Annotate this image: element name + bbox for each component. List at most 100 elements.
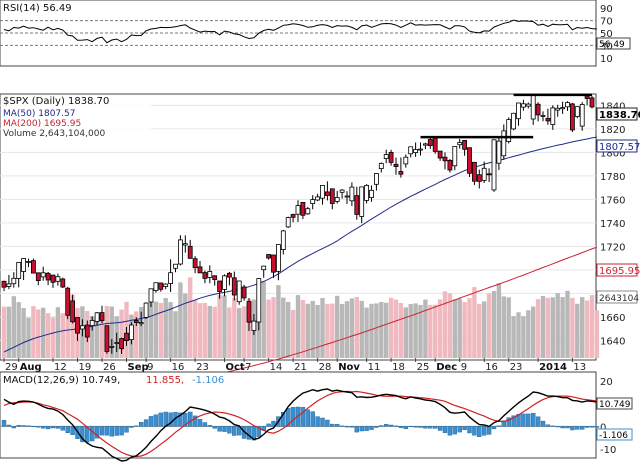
- x-tick-label: Nov: [338, 362, 360, 373]
- candle-body: [418, 148, 423, 151]
- macd-hist-bar: [109, 426, 115, 437]
- legend-bg: [1, 95, 151, 135]
- candle-body: [373, 173, 379, 185]
- candle-body: [388, 151, 394, 163]
- x-tick-label: 7: [245, 362, 251, 373]
- macd-y-axis: 20100-10: [600, 377, 616, 456]
- candle-body: [173, 263, 178, 269]
- price-legend: $SPX (Daily) 1838.70 MA(50) 1807.57 MA(2…: [1, 95, 151, 139]
- volume-bar: [550, 297, 555, 358]
- candle-body: [521, 103, 526, 108]
- volume-bar: [526, 310, 531, 358]
- x-tick-label: Aug: [20, 362, 42, 373]
- macd-hist-bar: [325, 419, 330, 427]
- volume-bar: [457, 298, 462, 358]
- volume-bar: [237, 308, 242, 358]
- macd-hist-bar: [89, 426, 95, 442]
- volume-bar: [354, 296, 359, 358]
- macd-hist-bar: [540, 420, 546, 427]
- candle-body: [501, 130, 507, 157]
- candle-body: [177, 239, 183, 265]
- candle-body: [290, 214, 296, 218]
- volume-bar: [16, 302, 21, 358]
- candle-body: [241, 286, 247, 299]
- macd-hist-bar: [330, 423, 335, 427]
- macd-hist-bar: [511, 415, 516, 427]
- candle-body: [305, 208, 311, 215]
- volume-bar: [94, 320, 100, 358]
- volume-bar: [413, 303, 418, 358]
- macd-hist-bar: [80, 426, 85, 443]
- candle-body: [236, 280, 242, 303]
- volume-bar: [60, 313, 65, 358]
- candle-body: [275, 244, 281, 272]
- macd-hist-bar: [129, 426, 134, 428]
- candle-body: [35, 272, 41, 281]
- volume-bar: [545, 297, 551, 358]
- macd-tick-label: 20: [600, 377, 613, 388]
- hist-value-badge: [596, 428, 633, 441]
- volume-bar: [134, 311, 139, 358]
- volume-bar: [305, 303, 310, 358]
- x-tick-label: 18: [392, 362, 405, 373]
- volume-bar: [286, 302, 291, 358]
- volume-bar: [11, 296, 16, 358]
- macd-hist-bar: [584, 426, 590, 428]
- macd-signal-label: 11.855,: [146, 375, 184, 386]
- volume-bar: [594, 310, 600, 358]
- volume-bar: [55, 307, 61, 358]
- volume-bar: [90, 316, 95, 358]
- candle-body: [496, 140, 502, 164]
- volume-bar: [119, 309, 124, 358]
- volume-bar: [452, 299, 457, 359]
- candle-body: [344, 195, 350, 198]
- candle-body: [40, 272, 46, 278]
- candle-body: [212, 275, 218, 280]
- volume-badge: [596, 290, 638, 304]
- macd-hist-bar: [104, 426, 110, 436]
- macd-hist-bar: [472, 426, 477, 436]
- macd-hist-bar: [403, 426, 408, 429]
- macd-hist-bar: [163, 411, 168, 427]
- volume-bar: [418, 304, 423, 358]
- volume-bar: [472, 287, 477, 358]
- macd-hist-bar: [550, 425, 555, 427]
- candle-body: [266, 254, 272, 259]
- candle-body: [334, 197, 340, 202]
- volume-bar: [369, 303, 374, 358]
- candle-body: [168, 272, 174, 284]
- price-tick-label: 1740: [600, 219, 625, 230]
- macd-hist-bar: [315, 416, 320, 427]
- volume-bar: [31, 306, 36, 358]
- rsi-tick-label: 70: [600, 17, 613, 28]
- macd-hist-bar: [442, 426, 448, 433]
- candle-body: [511, 112, 517, 130]
- macd-hist-bar: [290, 407, 296, 427]
- candle-body: [1, 280, 7, 288]
- rsi-tick-label: 90: [600, 4, 613, 15]
- candle-body: [16, 261, 22, 279]
- volume-badge-text: 2643104: [599, 294, 639, 304]
- candle-body: [226, 272, 232, 278]
- macd-hist-bar: [482, 426, 487, 436]
- volume-bar: [310, 300, 315, 358]
- candle-body: [80, 325, 85, 330]
- macd-hist-bar: [158, 412, 164, 427]
- macd-hist-bar: [369, 426, 374, 430]
- candle-body: [476, 174, 482, 182]
- volume-bar: [486, 293, 492, 358]
- candle-body: [359, 186, 365, 217]
- candle-body: [354, 195, 360, 215]
- volume-bar: [1, 306, 7, 358]
- macd-hist-bar: [232, 426, 237, 436]
- volume-bar: [501, 296, 506, 358]
- macd-hist-bar: [339, 425, 345, 427]
- candle-body: [138, 322, 144, 325]
- macd-hist-bar: [320, 417, 325, 427]
- candles: [1, 94, 595, 355]
- macd-hist-bar: [192, 415, 198, 427]
- macd-hist-bar: [178, 412, 183, 427]
- volume-bar: [388, 297, 394, 358]
- candle-body: [182, 243, 188, 246]
